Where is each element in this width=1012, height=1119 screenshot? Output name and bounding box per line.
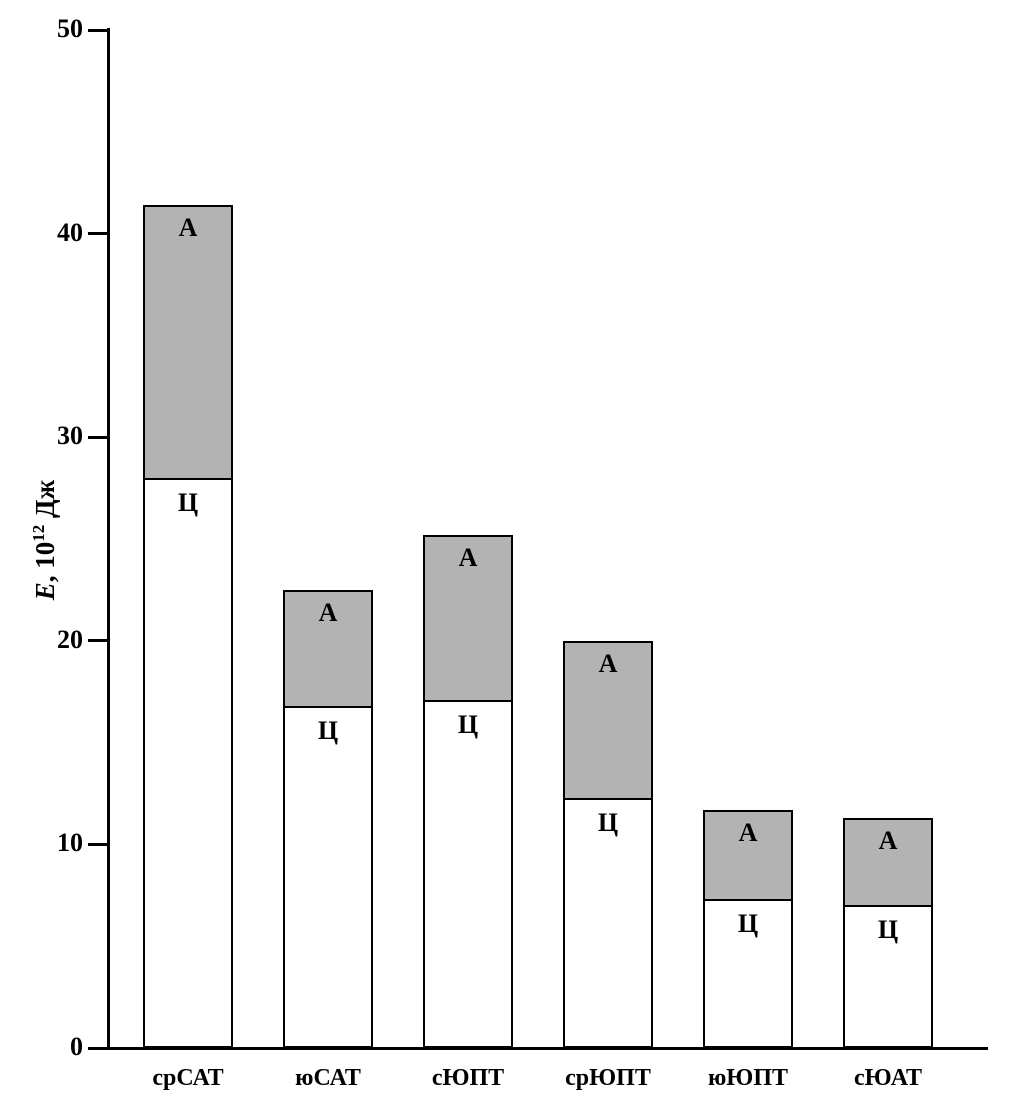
- bar-segment-lower: [843, 905, 933, 1048]
- segment-label-upper: А: [738, 817, 758, 847]
- y-axis-tick-label: 40: [57, 217, 83, 247]
- x-axis-line: [107, 1047, 988, 1050]
- y-axis-tick-label: 0: [70, 1032, 83, 1061]
- bar-segment-upper: [563, 640, 653, 800]
- y-axis-tick-label: 10: [57, 828, 83, 858]
- y-axis-tick: [88, 842, 110, 846]
- segment-label-upper: А: [178, 213, 198, 243]
- y-axis-tick: [88, 435, 110, 439]
- y-axis-title-mid: , 10: [30, 541, 60, 583]
- segment-label-lower: Ц: [457, 709, 479, 739]
- segment-label-lower: Ц: [317, 715, 339, 745]
- y-axis-tick: [88, 28, 110, 32]
- y-axis-title-unit: Дж: [30, 479, 60, 525]
- bar-segment-lower: [703, 899, 793, 1048]
- bar-segment-lower: [423, 699, 513, 1048]
- y-axis-line: [107, 28, 110, 1050]
- y-axis-tick: [88, 639, 110, 643]
- segment-label-upper: А: [598, 648, 618, 678]
- y-axis-tick-label: 20: [57, 624, 83, 654]
- x-axis-label: юСАТ: [295, 1065, 361, 1091]
- y-axis-tick-label: 50: [57, 14, 83, 43]
- x-axis-label: сЮАТ: [854, 1065, 922, 1091]
- bar-segment-upper: [703, 809, 793, 902]
- segment-label-upper: А: [458, 542, 478, 572]
- x-axis-label: сЮПТ: [431, 1065, 505, 1091]
- x-axis-label: срЮПТ: [565, 1065, 651, 1091]
- y-axis-tick: [88, 232, 110, 236]
- bar-segment-upper: [423, 534, 513, 702]
- segment-label-lower: Ц: [877, 915, 899, 945]
- bar-segment-upper: [283, 589, 373, 708]
- segment-label-lower: Ц: [597, 807, 619, 837]
- y-axis-title-symbol: E: [30, 582, 60, 601]
- segment-label-lower: Ц: [177, 487, 199, 517]
- y-axis-tick: [88, 1046, 110, 1050]
- y-axis-tick-label: 30: [57, 421, 83, 451]
- bar-segment-upper: [843, 817, 933, 908]
- segment-label-upper: А: [878, 825, 898, 855]
- segment-label-upper: А: [318, 597, 338, 627]
- x-axis-label: юЮПТ: [707, 1065, 789, 1091]
- bar-segment-lower: [143, 477, 233, 1048]
- y-axis-title-superscript: 12: [29, 524, 48, 542]
- bar-segment-lower: [563, 797, 653, 1048]
- x-axis-label: срСАТ: [152, 1065, 224, 1091]
- segment-label-lower: Ц: [737, 909, 759, 939]
- bar-segment-lower: [283, 705, 373, 1048]
- bar-segment-upper: [143, 205, 233, 480]
- y-axis-title: E, 1012 Дж: [29, 480, 61, 600]
